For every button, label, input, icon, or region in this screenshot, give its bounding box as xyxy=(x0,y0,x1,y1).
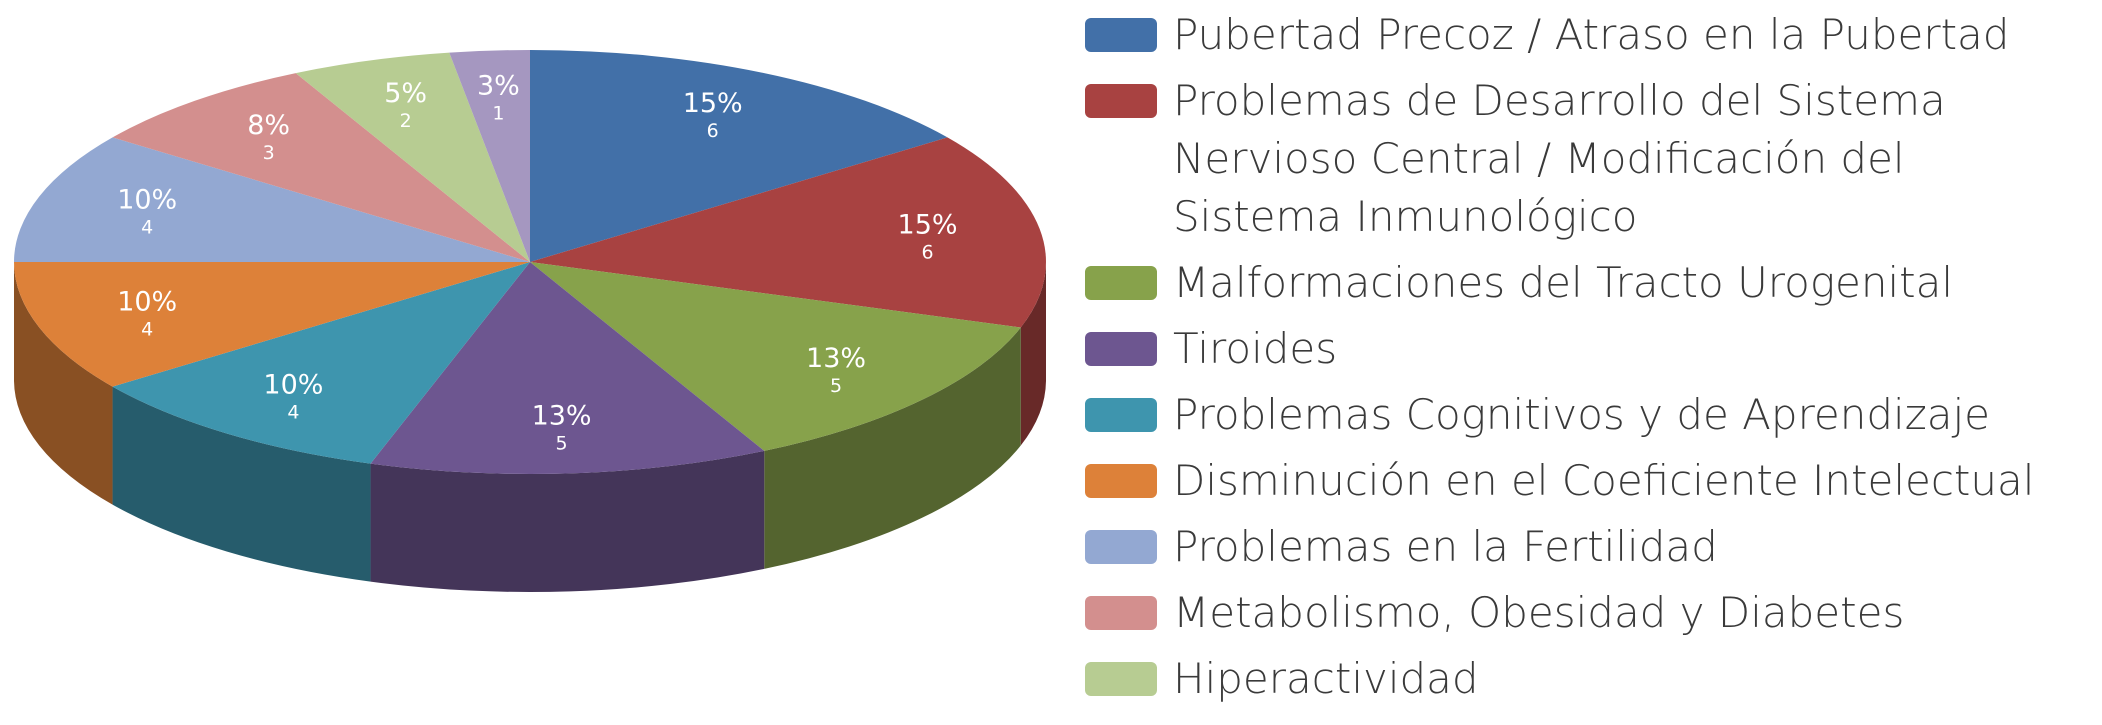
legend-item: Malformaciones del Tracto Urogenital xyxy=(1085,254,2095,312)
legend-label: Disminución en el Coeficiente Intelectua… xyxy=(1173,456,2035,505)
legend-label: Pubertad Precoz / Atraso en la Pubertad xyxy=(1173,10,2010,59)
legend-item: Tiroides xyxy=(1085,320,2095,378)
slice xyxy=(370,262,765,474)
percent-label: 15% xyxy=(898,210,958,241)
legend-swatch xyxy=(1085,662,1157,696)
legend-label: Problemas de Desarrollo del Sistema Nerv… xyxy=(1173,76,1946,241)
legend-item: Problemas Cognitivos y de Aprendizaje xyxy=(1085,386,2095,444)
count-label: 1 xyxy=(492,103,504,125)
slice-side xyxy=(13,262,113,505)
legend-swatch xyxy=(1085,332,1157,366)
slice xyxy=(530,50,948,262)
percent-label: 10% xyxy=(263,369,323,400)
percent-label: 5% xyxy=(384,78,427,109)
legend-label: Malformaciones del Tracto Urogenital xyxy=(1173,258,1954,307)
count-label: 4 xyxy=(287,401,299,423)
legend-swatch xyxy=(1085,596,1157,630)
slice xyxy=(295,52,530,262)
count-label: 6 xyxy=(707,120,719,142)
legend-swatch xyxy=(1085,18,1157,52)
count-label: 5 xyxy=(556,432,568,454)
legend-swatch xyxy=(1085,266,1157,300)
legend-item: Pubertad Precoz / Atraso en la Pubertad xyxy=(1085,6,2095,64)
percent-label: 10% xyxy=(117,184,177,215)
legend: Pubertad Precoz / Atraso en la Pubertad P… xyxy=(1085,6,2095,716)
percent-label: 10% xyxy=(117,287,177,318)
slice-side xyxy=(370,450,765,592)
count-label: 4 xyxy=(141,216,153,238)
count-label: 5 xyxy=(830,375,842,397)
slice-side xyxy=(1020,262,1046,446)
legend-label: Hiperactividad xyxy=(1173,654,1479,703)
legend-swatch xyxy=(1085,84,1157,118)
legend-item: Disminución en el Coeficiente Intelectua… xyxy=(1085,452,2095,510)
legend-item: Problemas de Desarrollo del Sistema Nerv… xyxy=(1085,72,2095,246)
slice xyxy=(449,50,530,262)
slice-side xyxy=(764,327,1021,569)
legend-label: Tiroides xyxy=(1173,324,1338,373)
legend-swatch xyxy=(1085,530,1157,564)
slice xyxy=(530,262,1021,451)
percent-label: 3% xyxy=(477,71,520,102)
slice xyxy=(13,262,530,387)
count-label: 2 xyxy=(400,110,412,132)
legend-label: Problemas en la Fertilidad xyxy=(1173,522,1718,571)
count-label: 4 xyxy=(141,319,153,341)
percent-label: 15% xyxy=(683,88,743,119)
legend-label: Problemas Cognitivos y de Aprendizaje xyxy=(1173,390,1990,439)
count-label: 6 xyxy=(921,242,933,264)
legend-item: Hiperactividad xyxy=(1085,650,2095,708)
slice-side xyxy=(112,386,371,582)
legend-label: Metabolismo, Obesidad y Diabetes xyxy=(1173,588,1905,637)
count-label: 3 xyxy=(263,142,275,164)
legend-swatch xyxy=(1085,464,1157,498)
legend-item: Problemas en la Fertilidad xyxy=(1085,518,2095,576)
slice xyxy=(14,137,530,262)
percent-label: 13% xyxy=(532,400,592,431)
chart: 15%615%613%513%510%410%410%48%35%23%1 xyxy=(13,50,1046,592)
percent-label: 8% xyxy=(247,110,290,141)
percent-label: 13% xyxy=(806,343,866,374)
legend-swatch xyxy=(1085,398,1157,432)
slice xyxy=(112,262,530,464)
legend-item: Metabolismo, Obesidad y Diabetes xyxy=(1085,584,2095,642)
slice xyxy=(112,73,530,262)
slice xyxy=(530,137,1046,328)
